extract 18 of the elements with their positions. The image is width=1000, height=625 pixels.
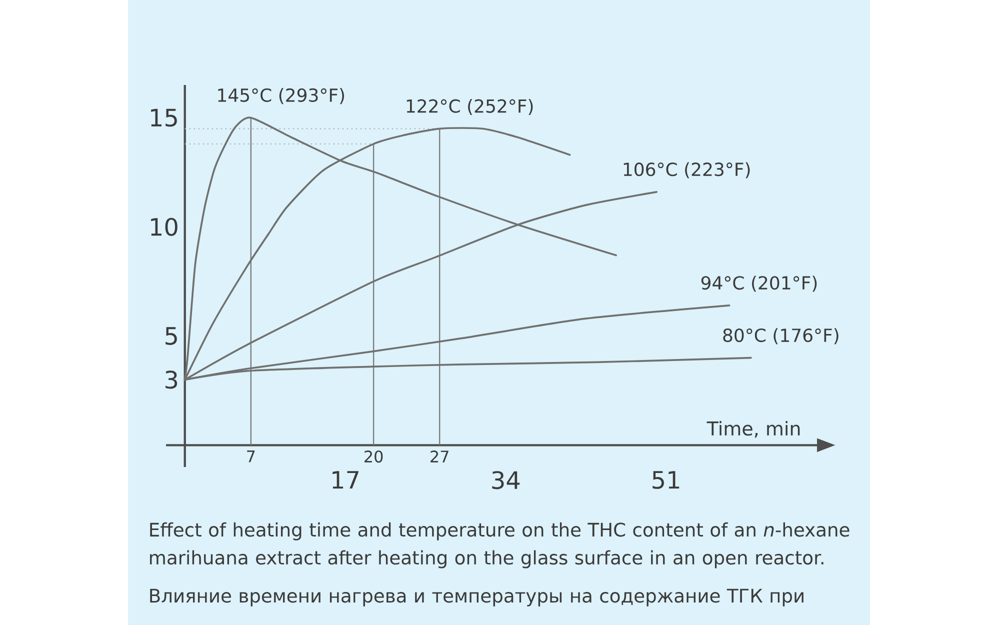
series-label: 106°C (223°F) bbox=[624, 162, 750, 178]
x-axis-title: Time, min bbox=[706, 420, 800, 438]
y-tick-label: 10 bbox=[151, 218, 178, 236]
x-tick-label: 51 bbox=[652, 471, 680, 489]
text: Влияние времени нагрева и температуры на содержание ТГК при bbox=[150, 588, 804, 606]
series-label: 94°C (201°F) bbox=[701, 276, 817, 292]
text: Effect of heating time and temperature on the THC content of an n-hexane marihuana extract after heating on the glass surface in an open reactor. bbox=[150, 522, 850, 568]
ref-line-label: 27 bbox=[430, 450, 448, 462]
series-label: 80°C (176°F) bbox=[723, 328, 838, 344]
y-tick-label: 15 bbox=[151, 108, 177, 127]
series-label: 145°C (293°F) bbox=[218, 88, 344, 104]
x-tick-label: 17 bbox=[332, 471, 358, 489]
ref-line-label: 7 bbox=[247, 450, 255, 462]
series-label: 122°C (252°F) bbox=[406, 98, 533, 115]
x-tick-label: 34 bbox=[492, 471, 520, 490]
y-tick-label: 3 bbox=[166, 370, 178, 389]
y-tick-label: 5 bbox=[166, 327, 177, 345]
ref-line-label: 20 bbox=[364, 450, 383, 463]
